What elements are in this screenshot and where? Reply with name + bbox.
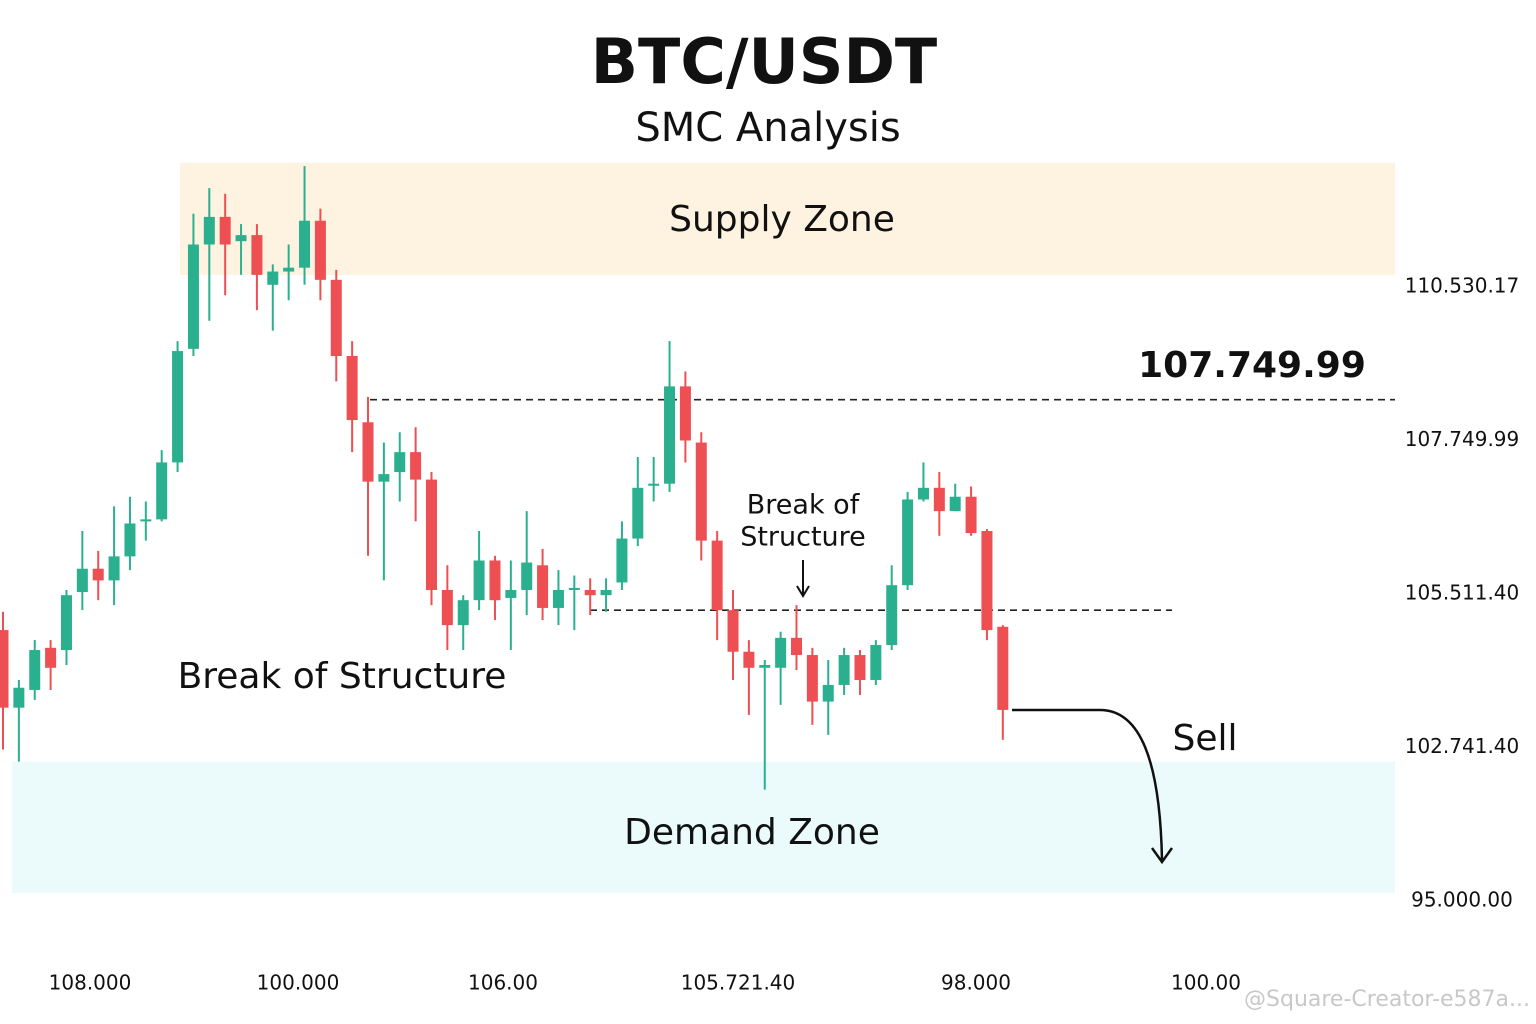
candle-body bbox=[283, 267, 295, 272]
supply-zone bbox=[180, 162, 1395, 275]
candle-body bbox=[378, 474, 390, 482]
candle-body bbox=[616, 538, 628, 583]
y-tick-label: 107.749.99 bbox=[1405, 427, 1520, 451]
demand-zone bbox=[12, 761, 1395, 894]
y-tick-label: 110.530.17 bbox=[1405, 274, 1520, 298]
candle-body bbox=[679, 386, 691, 441]
candle-body bbox=[362, 422, 374, 482]
x-tick-label: 105.721.40 bbox=[681, 971, 796, 995]
candle-body bbox=[394, 452, 406, 473]
chart-subtitle: SMC Analysis bbox=[635, 105, 900, 151]
candle-body bbox=[806, 655, 818, 702]
candle-body bbox=[917, 487, 929, 500]
candle-body bbox=[965, 496, 977, 534]
candle-body bbox=[489, 560, 501, 601]
candle-body bbox=[203, 216, 215, 245]
demand-zone-label: Demand Zone bbox=[624, 812, 880, 853]
candle-body bbox=[187, 244, 199, 349]
candle-body bbox=[425, 479, 437, 590]
candle-body bbox=[949, 496, 961, 512]
watermark: @Square-Creator-e587a... bbox=[1244, 987, 1530, 1012]
candle-body bbox=[711, 540, 723, 611]
candle-body bbox=[632, 487, 644, 539]
candle-body bbox=[870, 645, 882, 680]
candle-body bbox=[314, 220, 326, 280]
annotation: Break of Structure bbox=[178, 656, 507, 697]
candle-body bbox=[267, 271, 279, 285]
candle-body bbox=[0, 630, 9, 708]
x-tick-label: 108.000 bbox=[49, 971, 132, 995]
candle-body bbox=[664, 386, 676, 484]
candle-body bbox=[775, 637, 787, 668]
annotation: Sell bbox=[1172, 718, 1237, 759]
candle-body bbox=[441, 589, 453, 626]
candle-body bbox=[648, 483, 660, 486]
annotation: Break of bbox=[747, 490, 861, 521]
candle-body bbox=[537, 565, 549, 608]
candle-body bbox=[791, 637, 802, 656]
x-tick-label: 98.000 bbox=[941, 971, 1011, 995]
x-tick-label: 106.00 bbox=[468, 971, 538, 995]
y-tick-label: 102.741.40 bbox=[1405, 734, 1520, 758]
annotation-arrowhead bbox=[796, 585, 810, 598]
candle-body bbox=[933, 487, 945, 512]
candle-body bbox=[552, 589, 564, 608]
candle-body bbox=[29, 650, 41, 690]
candle-body bbox=[172, 351, 184, 463]
candle-body bbox=[505, 589, 517, 598]
candle-body bbox=[886, 585, 898, 646]
candle-body bbox=[743, 651, 755, 668]
candle-body bbox=[251, 235, 263, 275]
candle-body bbox=[140, 519, 152, 522]
candle-body bbox=[299, 220, 311, 268]
candle-body bbox=[219, 216, 231, 245]
candle-body bbox=[76, 568, 88, 593]
candle-body bbox=[346, 356, 358, 421]
candle-body bbox=[457, 600, 469, 626]
x-tick-label: 100.00 bbox=[1171, 971, 1241, 995]
candle-body bbox=[235, 235, 247, 242]
candle-body bbox=[60, 595, 72, 651]
annotation: Structure bbox=[740, 522, 866, 553]
sell-arrow bbox=[1012, 708, 1164, 861]
x-tick-label: 100.000 bbox=[257, 971, 340, 995]
candle-body bbox=[600, 589, 612, 596]
candle-body bbox=[521, 562, 533, 590]
candle-body bbox=[902, 499, 914, 586]
y-tick-label: 105.511.40 bbox=[1405, 581, 1520, 605]
supply-zone-label: Supply Zone bbox=[669, 199, 895, 240]
candle-body bbox=[473, 560, 485, 601]
candle-body bbox=[330, 279, 342, 357]
candle-body bbox=[13, 687, 25, 708]
candle-body bbox=[410, 452, 422, 480]
candle-body bbox=[108, 556, 120, 581]
candle-body bbox=[997, 626, 1009, 710]
candle-body bbox=[822, 684, 834, 702]
candle-body bbox=[92, 568, 104, 581]
candle-body bbox=[695, 442, 707, 541]
candle-body bbox=[45, 647, 57, 668]
y-tick-label: 95.000.00 bbox=[1411, 888, 1513, 912]
candle-body bbox=[727, 610, 739, 652]
candle-body bbox=[124, 523, 136, 557]
level-label: 107.749.99 bbox=[1138, 345, 1366, 386]
candle-body bbox=[759, 665, 771, 668]
candle-body bbox=[584, 589, 596, 596]
candle-body bbox=[838, 655, 850, 685]
candle-body bbox=[568, 587, 580, 590]
candle-body bbox=[981, 531, 993, 631]
candle-body bbox=[854, 655, 866, 680]
sell-arrowhead bbox=[1150, 847, 1174, 865]
chart-title: BTC/USDT bbox=[591, 25, 937, 98]
candle-body bbox=[156, 462, 168, 520]
